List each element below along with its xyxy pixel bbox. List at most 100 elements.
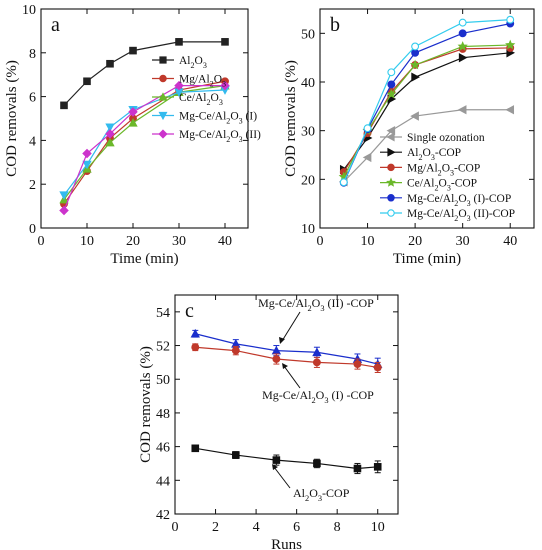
data-point [313, 459, 321, 468]
arrow-head [282, 363, 288, 369]
legend-label: Mg/Al2O3 [179, 74, 226, 89]
data-point [272, 456, 281, 464]
data-point [174, 80, 184, 91]
y-tick-label: 20 [301, 173, 315, 188]
legend-marker [158, 129, 168, 139]
x-tick-label: 20 [408, 234, 422, 249]
x-axis-title: Runs [271, 537, 302, 550]
legend-label: Ce/Al2O3-COP [407, 178, 477, 193]
data-point [363, 124, 372, 133]
data-point [506, 15, 515, 24]
series-4 [59, 80, 230, 216]
series-1 [191, 343, 382, 373]
series-line [63, 89, 226, 196]
legend-marker [159, 56, 167, 64]
data-point [105, 123, 115, 133]
x-tick-label: 30 [456, 234, 470, 249]
legend: Single ozonation Al2O3-COPMg/Al2O3-COPCe/… [380, 132, 515, 223]
data-point [105, 137, 115, 147]
data-point [505, 39, 516, 50]
data-point [105, 129, 115, 139]
panel-letter: a [51, 14, 60, 36]
x-tick-label: 10 [361, 234, 375, 249]
y-tick-label: 6 [29, 91, 36, 106]
series-4 [339, 19, 515, 187]
x-tick-label: 2 [212, 520, 219, 535]
x-tick-label: 8 [334, 520, 341, 535]
series-line [63, 80, 226, 205]
y-tick-label: 42 [156, 508, 170, 523]
series-0 [60, 38, 229, 110]
legend-marker [386, 132, 395, 142]
data-point [457, 41, 468, 51]
data-point [458, 18, 467, 27]
series-line [63, 85, 226, 200]
legend-label: Mg/Al2O3-COP [407, 162, 480, 177]
data-point [82, 160, 92, 170]
x-tick-label: 10 [371, 520, 385, 535]
data-point [411, 42, 420, 51]
series-annotation: Al2O3-COP [293, 486, 350, 503]
data-point [82, 148, 92, 159]
data-point [232, 451, 240, 459]
data-point [175, 38, 183, 46]
y-tick-label: 48 [156, 407, 170, 422]
legend-marker [159, 74, 167, 83]
legend-label: Mg-Ce/Al2O3 (II) [179, 129, 261, 144]
legend-marker [158, 111, 168, 121]
legend-marker [386, 177, 396, 187]
data-point [386, 88, 397, 99]
x-tick-label: 0 [38, 234, 45, 249]
data-point [128, 107, 138, 117]
y-tick-label: 44 [156, 474, 170, 489]
series-annotation: Mg-Ce/Al2O3 (I) -COP [262, 388, 374, 405]
x-tick-label: 20 [126, 234, 140, 249]
legend-marker [387, 194, 395, 202]
x-tick-label: 4 [253, 520, 260, 535]
panel-letter: b [330, 14, 340, 36]
y-tick-label: 52 [156, 340, 170, 355]
data-point [373, 463, 382, 471]
data-point [373, 363, 382, 372]
y-tick-label: 30 [301, 125, 315, 140]
y-tick-label: 2 [29, 178, 36, 193]
x-tick-label: 40 [218, 234, 232, 249]
data-point [83, 77, 91, 86]
x-tick-label: 6 [293, 520, 300, 535]
x-tick-label: 30 [172, 234, 186, 249]
y-tick-label: 40 [301, 76, 315, 91]
legend-label: Al2O3 [179, 55, 207, 70]
y-axis-title: COD removals (%) [283, 60, 299, 177]
series-5 [339, 15, 515, 187]
y-tick-label: 0 [29, 222, 36, 237]
y-tick-label: 50 [156, 373, 170, 388]
series-line [343, 109, 511, 183]
data-point [409, 59, 421, 70]
annotation-arrow [283, 365, 301, 389]
y-tick-label: 50 [301, 27, 315, 42]
data-point [458, 29, 467, 38]
data-point [272, 355, 281, 363]
x-axis-title: Time (min) [393, 251, 461, 267]
legend-label: Al2O3-COP [407, 147, 461, 162]
series-line [343, 19, 511, 183]
data-point [106, 59, 114, 68]
legend-marker [387, 163, 395, 172]
data-point [457, 105, 467, 115]
data-point [220, 80, 230, 91]
series-1 [339, 48, 516, 175]
data-point [128, 118, 138, 127]
x-tick-label: 0 [172, 520, 179, 535]
data-point [386, 125, 396, 136]
data-point [410, 111, 419, 121]
x-axis-title: Time (min) [110, 251, 178, 267]
data-point [362, 152, 372, 163]
data-point [387, 68, 396, 77]
annotations: Mg-Ce/Al2O3 (II) -COP Mg-Ce/Al2O3 (I) -CO… [258, 296, 374, 503]
data-point [353, 464, 362, 473]
data-point [339, 178, 348, 187]
data-point [190, 328, 200, 338]
series-line [63, 85, 225, 211]
